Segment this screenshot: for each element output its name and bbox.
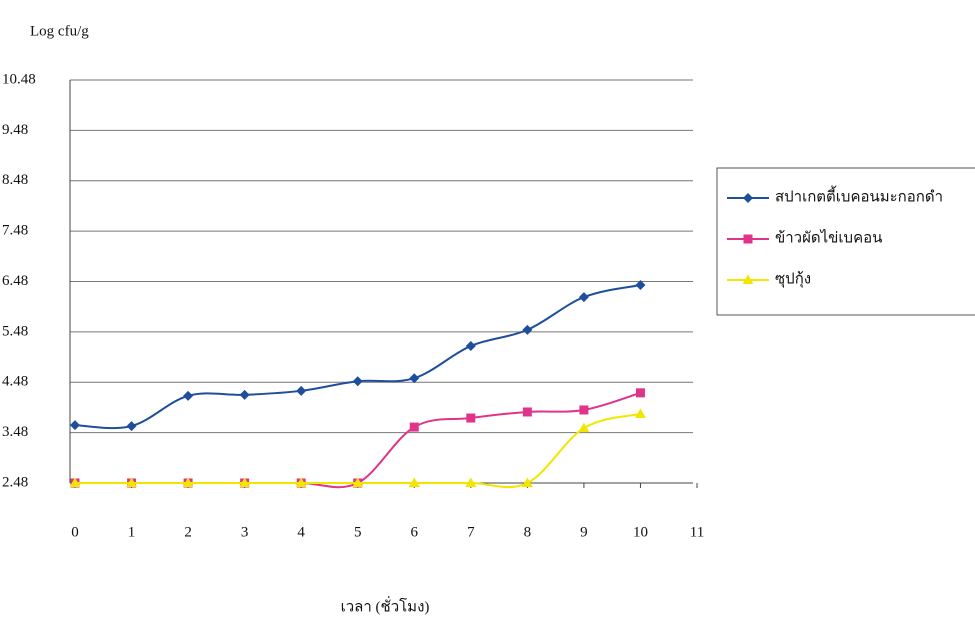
data-point: [634, 408, 646, 418]
data-point: [579, 405, 589, 415]
data-point: [126, 477, 138, 487]
data-point: [521, 477, 533, 487]
data-point: [465, 477, 477, 487]
data-point: [578, 422, 590, 433]
x-tick-label: 5: [354, 524, 362, 540]
x-axis-label: เวลา (ชั่วโมง): [341, 595, 430, 615]
data-point: [466, 413, 476, 423]
data-point: [69, 477, 81, 487]
y-axis-label: Log cfu/g: [30, 23, 89, 39]
data-point: [409, 422, 419, 432]
data-point: [295, 477, 307, 487]
x-tick-label: 0: [71, 524, 79, 540]
data-point: [70, 420, 80, 431]
y-tick-label: 7.48: [2, 223, 28, 239]
x-tick-label: 9: [580, 524, 588, 540]
y-tick-label: 9.48: [2, 122, 28, 138]
data-point: [352, 477, 364, 487]
data-point: [352, 376, 363, 387]
x-tick-label: 3: [241, 524, 249, 540]
x-tick-label: 10: [633, 524, 648, 540]
x-tick-label: 1: [128, 524, 136, 540]
y-tick-label: 10.48: [2, 71, 36, 87]
data-point: [408, 477, 420, 487]
legend-marker: [742, 274, 754, 284]
legend-box: [716, 167, 975, 316]
series-line: [74, 391, 641, 489]
data-point: [296, 385, 307, 396]
data-point: [635, 280, 646, 291]
data-point: [465, 340, 476, 351]
data-point: [239, 389, 250, 400]
y-tick-label: 6.48: [2, 273, 28, 289]
y-tick-label: 4.48: [2, 374, 28, 390]
legend-label: สปาเกตตี้เบคอนมะกอกดำ: [775, 185, 943, 205]
y-tick-label: 8.48: [2, 172, 28, 188]
x-tick-label: 2: [184, 524, 192, 540]
data-point: [522, 324, 533, 335]
series-line: [74, 284, 641, 430]
legend-marker: [743, 193, 753, 203]
y-tick-label: 2.48: [2, 474, 28, 490]
data-point: [409, 373, 420, 384]
data-point: [182, 477, 194, 487]
data-point: [239, 477, 251, 487]
x-tick-label: 7: [467, 524, 475, 540]
legend-label: ข้าวผัดไข่เบคอน: [775, 228, 882, 246]
y-tick-label: 5.48: [2, 323, 28, 339]
x-tick-label: 11: [690, 524, 704, 540]
data-point: [126, 421, 137, 432]
data-point: [522, 407, 532, 417]
series-line: [74, 413, 641, 489]
data-point: [635, 388, 645, 398]
x-tick-label: 4: [297, 524, 305, 540]
data-point: [578, 292, 589, 303]
data-point: [183, 390, 194, 401]
x-tick-label: 6: [411, 524, 419, 540]
x-tick-label: 8: [524, 524, 532, 540]
legend-label: ซุปกุ้ง: [775, 270, 811, 288]
legend-marker: [743, 234, 753, 244]
y-tick-label: 3.48: [2, 424, 28, 440]
